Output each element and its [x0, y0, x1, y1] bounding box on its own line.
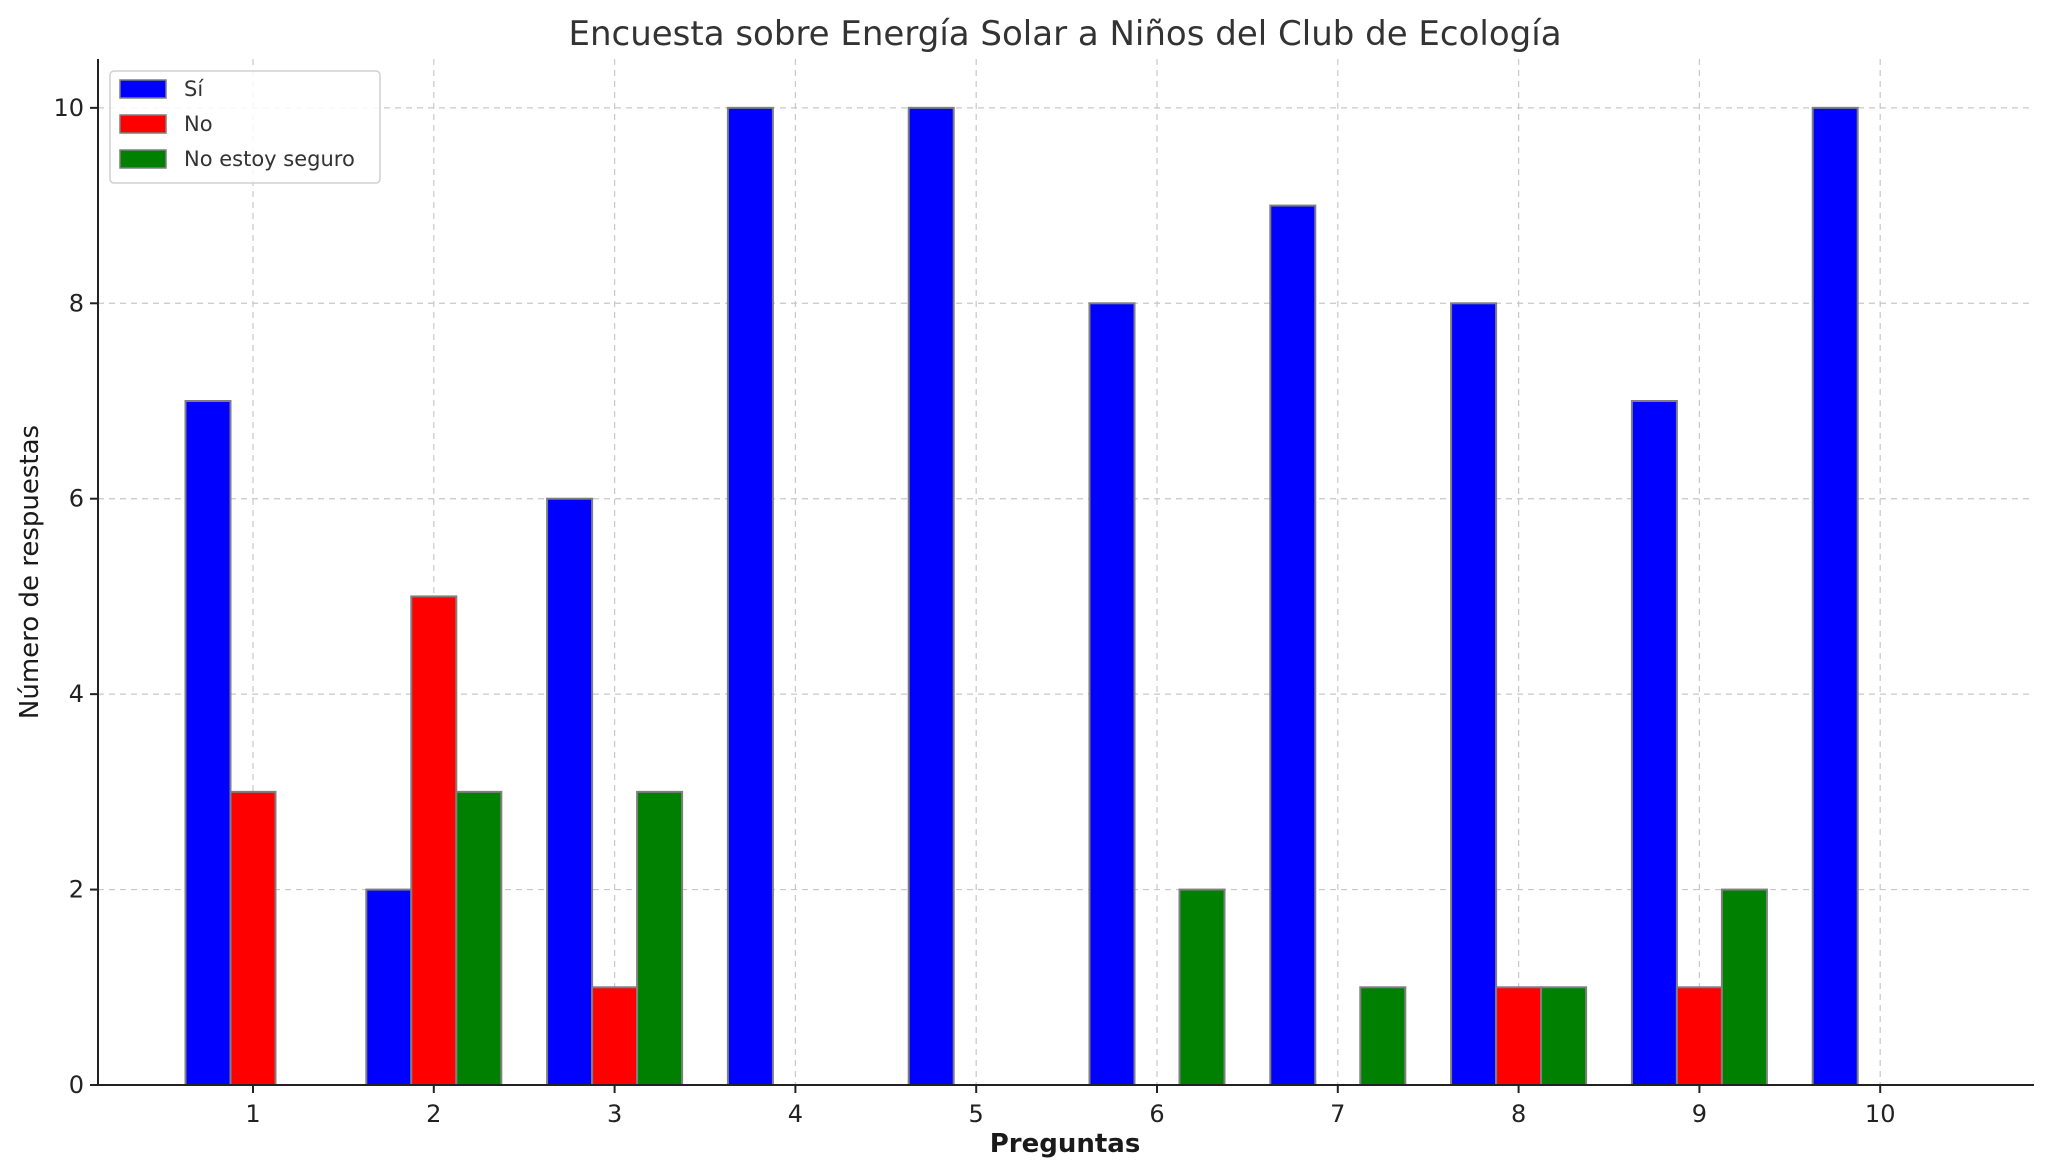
bar-no-estoy-seguro [1359, 986, 1407, 1086]
bar-no-estoy-seguro [455, 790, 503, 1086]
bar-no-estoy-seguro [1178, 888, 1226, 1086]
y-tick-label: 0 [69, 1071, 84, 1099]
grid [98, 59, 2034, 1085]
x-tick-label: 8 [1511, 1100, 1526, 1128]
bar-no [1675, 986, 1723, 1086]
bar-si [546, 497, 594, 1086]
y-ticks: 0 2 4 6 8 10 [53, 94, 98, 1099]
bar-si [907, 106, 955, 1087]
y-tick-label: 10 [53, 94, 84, 122]
x-axis-label: Preguntas [990, 1129, 1141, 1159]
bar-no-estoy-seguro [1720, 888, 1768, 1086]
x-tick-label: 9 [1692, 1100, 1707, 1128]
bar-si [1630, 400, 1678, 1086]
bar-si [1450, 302, 1498, 1086]
y-tick-label: 4 [69, 680, 84, 708]
legend-label: No estoy seguro [184, 147, 355, 171]
x-tick-label: 1 [245, 1100, 260, 1128]
bar-si [365, 888, 413, 1086]
bar-no-estoy-seguro [636, 790, 684, 1086]
y-tick-label: 6 [69, 485, 84, 513]
x-ticks: 1 2 3 4 5 6 7 8 9 10 [245, 1085, 1895, 1128]
bar-si [1088, 302, 1136, 1086]
x-tick-label: 4 [788, 1100, 803, 1128]
legend-label: No [184, 112, 213, 136]
legend-swatch [119, 79, 167, 99]
legend-swatch [119, 114, 167, 134]
bar-no [410, 595, 458, 1087]
bar-no [1495, 986, 1543, 1086]
x-tick-label: 7 [1330, 1100, 1345, 1128]
x-tick-label: 3 [607, 1100, 622, 1128]
x-tick-label: 10 [1865, 1100, 1896, 1128]
legend-items: Sí No No estoy seguro [119, 77, 355, 171]
axes [97, 59, 2034, 1086]
legend: Sí No No estoy seguro [109, 70, 381, 184]
x-tick-label: 6 [1149, 1100, 1164, 1128]
bar-no-estoy-seguro [1540, 986, 1588, 1086]
y-tick-label: 8 [69, 289, 84, 317]
legend-label: Sí [184, 77, 204, 101]
bars [184, 106, 1859, 1087]
x-tick-label: 2 [426, 1100, 441, 1128]
legend-frame [109, 70, 381, 184]
bar-si [1811, 106, 1859, 1087]
y-tick-label: 2 [69, 876, 84, 904]
x-tick-label: 5 [969, 1100, 984, 1128]
bar-si [726, 106, 774, 1087]
bar-si [184, 400, 232, 1086]
legend-swatch [119, 149, 167, 169]
bar-si [1269, 204, 1317, 1087]
bar-no [229, 790, 277, 1086]
y-axis-label: Número de respuestas [15, 425, 45, 719]
bar-no [591, 986, 639, 1086]
chart-title: Encuesta sobre Energía Solar a Niños del… [568, 14, 1561, 54]
